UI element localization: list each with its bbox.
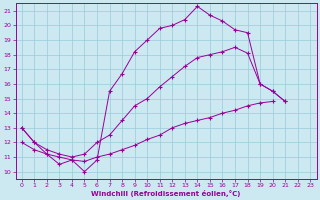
X-axis label: Windchill (Refroidissement éolien,°C): Windchill (Refroidissement éolien,°C) — [91, 190, 241, 197]
